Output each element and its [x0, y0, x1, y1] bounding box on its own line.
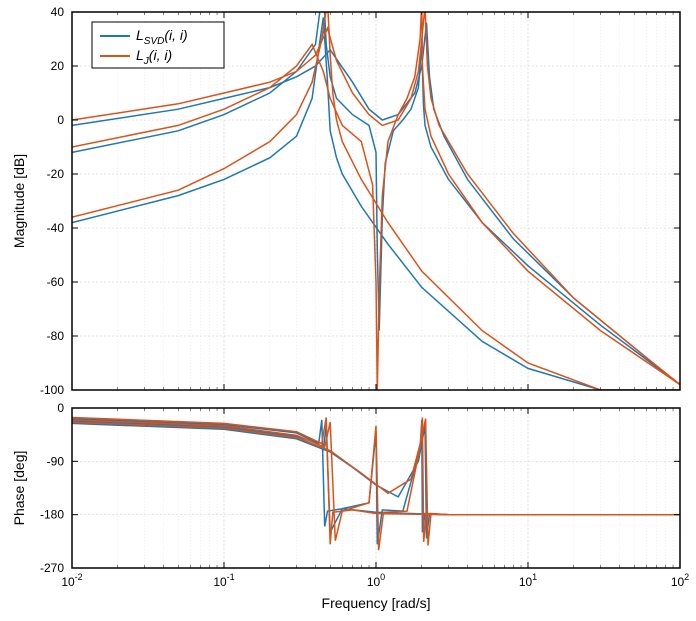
y-axis-label: Phase [deg]: [11, 451, 27, 526]
x-tick-label: 10-2: [61, 572, 82, 589]
x-tick-label: 10-1: [213, 572, 234, 589]
y-tick-label: -180: [40, 508, 64, 522]
y-tick-label: -80: [47, 329, 65, 343]
y-axis-label: Magnitude [dB]: [11, 154, 27, 248]
x-axis-label: Frequency [rad/s]: [322, 595, 431, 611]
y-tick-label: 40: [51, 5, 65, 19]
y-tick-label: 0: [57, 113, 64, 127]
y-tick-label: -20: [47, 167, 65, 181]
y-tick-label: -60: [47, 275, 65, 289]
y-tick-label: -100: [40, 383, 64, 397]
x-tick-label: 102: [671, 572, 689, 589]
x-tick-label: 101: [519, 572, 537, 589]
y-tick-label: -40: [47, 221, 65, 235]
y-tick-label: -270: [40, 561, 64, 575]
y-tick-label: 0: [57, 401, 64, 415]
x-tick-label: 100: [367, 572, 385, 589]
y-tick-label: -90: [47, 454, 65, 468]
y-tick-label: 20: [51, 59, 65, 73]
